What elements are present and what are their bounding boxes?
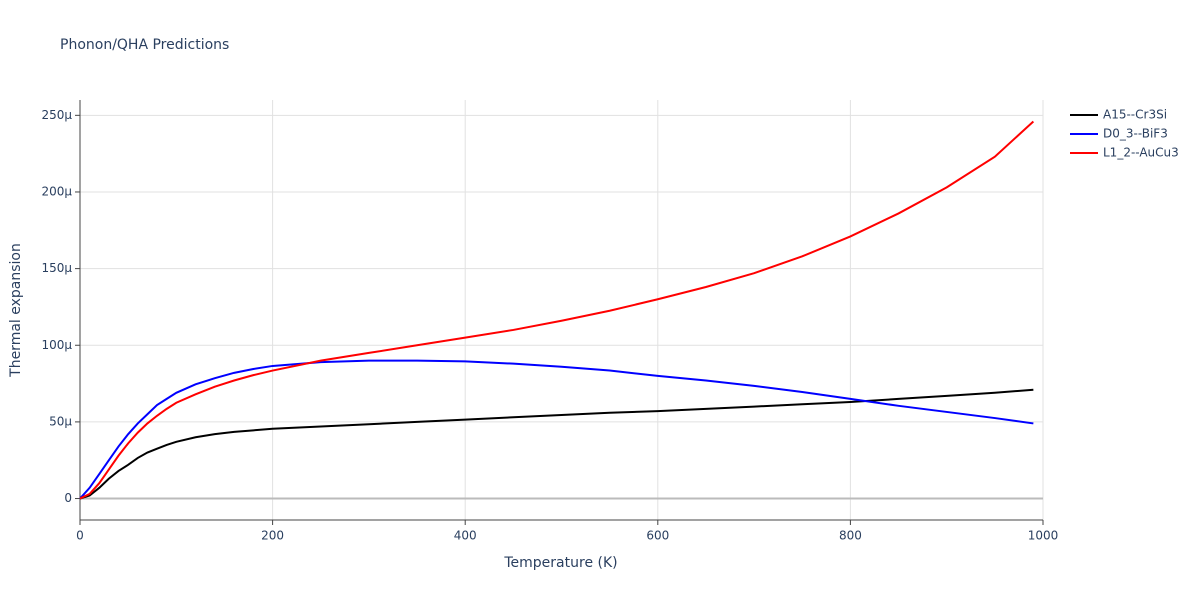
legend-label: L1_2--AuCu3 [1103,146,1179,160]
series-line [79,388,1034,500]
x-axis-title: Temperature (K) [503,555,617,571]
y-tick-label: 0 [64,491,72,505]
series-line [79,120,1035,500]
x-tick-label: 600 [646,529,669,543]
y-tick-label: 150μ [41,261,72,275]
y-tick-label: 100μ [41,338,72,352]
x-tick-label: 800 [839,529,862,543]
x-tick-label: 200 [261,529,284,543]
series-line [79,359,1034,500]
x-tick-label: 1000 [1028,529,1059,543]
chart-title: Phonon/QHA Predictions [60,37,229,53]
y-tick-label: 250μ [41,108,72,122]
y-tick-label: 50μ [49,414,72,428]
legend-label: D0_3--BiF3 [1103,127,1168,141]
y-tick-label: 200μ [41,184,72,198]
x-tick-label: 400 [454,529,477,543]
legend-label: A15--Cr3Si [1103,108,1167,122]
x-tick-label: 0 [76,529,84,543]
y-axis-title: Thermal expansion [8,243,24,378]
